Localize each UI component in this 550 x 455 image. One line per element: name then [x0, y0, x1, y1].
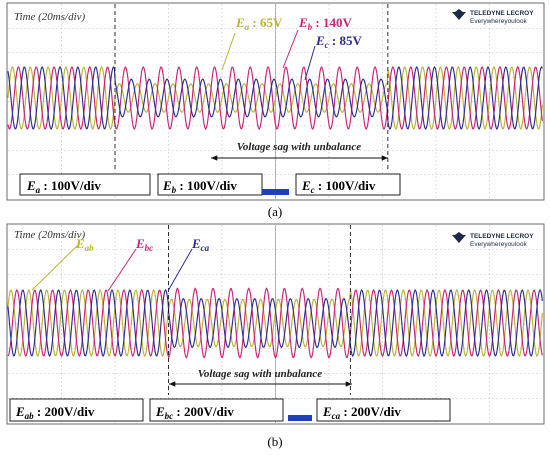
brand-tagline-b: Everywhereyoulook [470, 241, 527, 248]
scale-ec: Ec : 100V/div [301, 178, 376, 195]
ann-ebc: Ebc [135, 236, 153, 253]
waveform-ea [7, 65, 543, 131]
waveform-ec [7, 65, 543, 131]
scale-ea: Ea : 100V/div [26, 178, 101, 195]
trigger-marker-b [288, 415, 312, 421]
brand-logo-a: TELEDYNE LECROY Everywhereyoulook [452, 9, 534, 25]
brand-name-b: TELEDYNE LECROY [470, 233, 534, 240]
caption-b: (b) [267, 434, 282, 449]
waveforms-a [7, 65, 543, 131]
time-label-a: Time (20ms/div) [14, 11, 86, 23]
panel-b: Time (20ms/div) TELEDYNE LECROY Everywhe… [6, 223, 545, 425]
phase-annotations-a: Ea : 65V Eb : 140V Ec : 85V [221, 15, 363, 81]
sag-label-b: Voltage sag with unbalance [198, 368, 323, 380]
trigger-marker-a [262, 189, 289, 195]
waveform-eca [7, 288, 543, 358]
sag-label-a: Voltage sag with unbalance [237, 141, 362, 153]
ann-ea: Ea : 65V [235, 15, 283, 32]
brand-name-a: TELEDYNE LECROY [470, 10, 534, 17]
ann-eca: Eca [191, 236, 210, 253]
brand-logo-b: TELEDYNE LECROY Everywhereyoulook [452, 232, 534, 248]
panel-a: Time (20ms/div) TELEDYNE LECROY Everywhe… [6, 2, 545, 201]
grid-b [8, 225, 543, 423]
caption-a: (a) [268, 204, 282, 219]
brand-tagline-a: Everywhereyoulook [470, 18, 527, 25]
ann-eb: Eb : 140V [298, 15, 353, 32]
ann-eab: Eab [75, 236, 94, 253]
lecroy-logo-icon [452, 9, 466, 20]
waveform-ebc [7, 287, 543, 360]
waveforms-b [7, 287, 543, 360]
waveform-eb [7, 65, 543, 131]
phase-annotations-b: Eab Ebc Eca [31, 236, 210, 292]
scale-ebc: Ebc : 200V/div [155, 404, 234, 421]
scale-eab: Eab : 200V/div [15, 404, 95, 421]
scale-eca: Eca : 200V/div [322, 404, 401, 421]
sag-span-b: Voltage sag with unbalance [169, 368, 352, 387]
scale-eb: Eb : 100V/div [162, 178, 237, 195]
sag-markers-b [168, 225, 351, 395]
scale-boxes-a: Ea : 100V/div Eb : 100V/div Ec : 100V/di… [19, 173, 401, 196]
ann-ec: Ec : 85V [315, 33, 363, 50]
scale-boxes-b: Eab : 200V/div Ebc : 200V/div Eca : 200V… [9, 398, 451, 422]
time-label-b: Time (20ms/div) [14, 229, 86, 241]
lecroy-logo-icon [452, 232, 466, 243]
sag-span-a: Voltage sag with unbalance [211, 141, 388, 161]
